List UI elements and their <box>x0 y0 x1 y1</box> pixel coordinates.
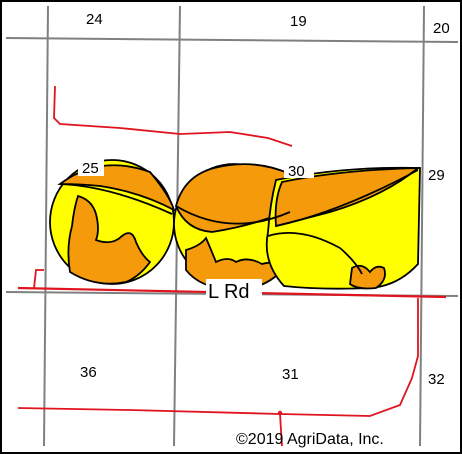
section-number-mid-center: 30 <box>288 163 305 180</box>
section-line-top <box>5 37 459 43</box>
road-label-bg <box>206 279 262 301</box>
road-label: L Rd <box>208 281 250 303</box>
label-bg-mid-right <box>424 164 452 182</box>
section-number-top-left: 24 <box>86 11 103 28</box>
boundary-right-2 <box>267 231 363 275</box>
section-number-top-center: 19 <box>290 13 307 30</box>
boundary-center-1 <box>175 205 291 225</box>
section-number-bottom-center: 31 <box>282 366 299 383</box>
label-bg-mid-center <box>284 160 314 178</box>
soil-unit-right-orange-small <box>349 264 386 290</box>
section-number-mid-left: 25 <box>82 160 99 177</box>
creek-line <box>53 85 293 147</box>
section-number-bottom-right: 32 <box>428 371 445 388</box>
label-bg-mid-left <box>78 158 104 176</box>
section-line-right <box>419 5 425 447</box>
road-junction-dot <box>277 410 283 416</box>
soil-unit-left-orange-bottom <box>67 194 152 285</box>
road-spur-left <box>33 269 44 289</box>
section-number-mid-right: 29 <box>428 167 445 184</box>
boundary-right-1 <box>275 169 419 227</box>
soil-units <box>49 159 421 291</box>
section-line-left <box>43 5 49 447</box>
section-number-top-right: 20 <box>433 20 450 37</box>
road-south-spur <box>279 413 283 447</box>
section-labels: 24 19 20 25 30 29 36 31 32 <box>78 11 452 388</box>
soil-unit-left-orange-top <box>57 164 176 212</box>
section-number-bottom-left: 36 <box>80 364 97 381</box>
copyright-text: ©2019 AgriData, Inc. <box>236 431 384 448</box>
road-south <box>17 298 419 417</box>
boundary-left-1 <box>59 183 173 215</box>
